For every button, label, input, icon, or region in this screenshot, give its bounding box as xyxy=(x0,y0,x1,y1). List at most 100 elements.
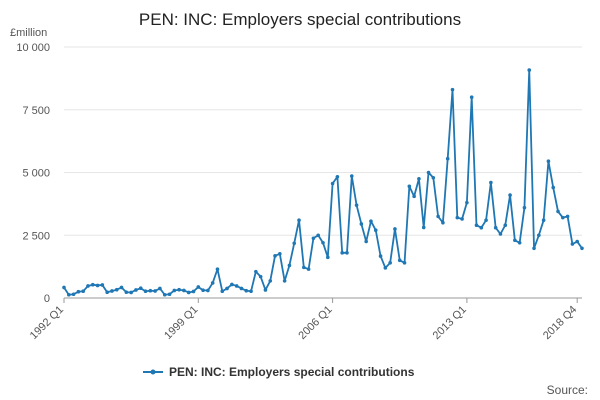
data-point[interactable] xyxy=(508,193,512,197)
data-point[interactable] xyxy=(388,261,392,265)
data-point[interactable] xyxy=(67,292,71,297)
data-point[interactable] xyxy=(306,267,311,271)
data-point[interactable] xyxy=(537,233,541,238)
data-point[interactable] xyxy=(225,286,229,291)
data-point[interactable] xyxy=(282,279,287,283)
data-point[interactable] xyxy=(71,292,76,297)
data-point[interactable] xyxy=(532,246,536,251)
data-point[interactable] xyxy=(302,265,306,270)
data-point[interactable] xyxy=(465,200,469,205)
data-point[interactable] xyxy=(124,290,129,295)
data-point[interactable] xyxy=(321,240,325,245)
data-point[interactable] xyxy=(522,205,527,210)
data-point[interactable] xyxy=(397,258,402,263)
data-point[interactable] xyxy=(441,220,445,225)
data-point[interactable] xyxy=(254,269,258,274)
data-point[interactable] xyxy=(95,283,100,288)
data-point[interactable] xyxy=(292,241,297,246)
data-point[interactable] xyxy=(134,288,138,292)
data-point[interactable] xyxy=(412,194,416,199)
data-point[interactable] xyxy=(551,185,556,190)
data-point[interactable] xyxy=(316,233,321,238)
data-point[interactable] xyxy=(244,288,249,293)
data-point[interactable] xyxy=(258,274,263,279)
data-point[interactable] xyxy=(431,175,436,180)
data-point[interactable] xyxy=(129,290,133,295)
data-point[interactable] xyxy=(230,282,234,287)
data-point[interactable] xyxy=(565,214,570,219)
data-point[interactable] xyxy=(177,287,181,292)
data-point[interactable] xyxy=(158,286,162,291)
data-point[interactable] xyxy=(513,238,517,243)
data-point[interactable] xyxy=(297,218,301,222)
data-point[interactable] xyxy=(364,239,368,244)
data-point[interactable] xyxy=(143,289,148,294)
data-point[interactable] xyxy=(450,87,455,92)
data-point[interactable] xyxy=(263,288,268,292)
data-point[interactable] xyxy=(90,282,95,287)
data-point[interactable] xyxy=(249,289,253,294)
data-point[interactable] xyxy=(402,261,407,265)
data-point[interactable] xyxy=(273,254,277,258)
data-point[interactable] xyxy=(81,289,85,294)
data-point[interactable] xyxy=(138,286,143,291)
data-point[interactable] xyxy=(503,223,508,228)
data-point[interactable] xyxy=(76,289,81,294)
data-point[interactable] xyxy=(345,251,349,255)
data-point[interactable] xyxy=(417,176,421,181)
data-point[interactable] xyxy=(469,95,474,99)
data-point[interactable] xyxy=(359,222,364,226)
data-point[interactable] xyxy=(278,252,282,256)
data-point[interactable] xyxy=(191,289,196,294)
data-point[interactable] xyxy=(234,284,239,288)
data-point[interactable] xyxy=(484,218,488,222)
data-point[interactable] xyxy=(546,159,551,164)
data-point[interactable] xyxy=(474,223,479,228)
data-point[interactable] xyxy=(206,288,210,293)
data-point[interactable] xyxy=(349,174,354,178)
data-point[interactable] xyxy=(311,236,316,241)
data-point[interactable] xyxy=(86,284,90,288)
legend[interactable]: PEN: INC: Employers special contribution… xyxy=(143,365,415,379)
data-point[interactable] xyxy=(393,227,397,231)
data-point[interactable] xyxy=(561,215,565,220)
data-point[interactable] xyxy=(436,214,440,219)
data-point[interactable] xyxy=(479,225,484,230)
data-point[interactable] xyxy=(493,225,498,230)
data-point[interactable] xyxy=(369,219,373,223)
data-point[interactable] xyxy=(460,217,464,221)
data-point[interactable] xyxy=(421,225,426,230)
data-point[interactable] xyxy=(186,290,191,295)
data-point[interactable] xyxy=(517,240,522,245)
data-point[interactable] xyxy=(287,263,292,268)
data-point[interactable] xyxy=(340,251,344,255)
data-point[interactable] xyxy=(445,156,450,161)
data-point[interactable] xyxy=(239,286,244,291)
data-point[interactable] xyxy=(407,184,412,189)
data-point[interactable] xyxy=(378,254,383,258)
data-point[interactable] xyxy=(162,292,167,297)
data-point[interactable] xyxy=(110,289,114,293)
data-point[interactable] xyxy=(383,266,388,270)
data-point[interactable] xyxy=(570,242,575,246)
data-point[interactable] xyxy=(373,228,378,233)
data-point[interactable] xyxy=(100,283,105,287)
data-point[interactable] xyxy=(268,279,273,283)
data-point[interactable] xyxy=(575,239,579,244)
data-point[interactable] xyxy=(182,288,186,293)
data-point[interactable] xyxy=(498,232,503,236)
data-point[interactable] xyxy=(326,255,330,260)
data-point[interactable] xyxy=(527,68,532,72)
data-point[interactable] xyxy=(220,289,225,294)
data-point[interactable] xyxy=(580,246,584,251)
data-point[interactable] xyxy=(330,181,335,186)
data-point[interactable] xyxy=(455,215,460,220)
data-point[interactable] xyxy=(354,203,359,207)
data-point[interactable] xyxy=(153,289,157,293)
data-point[interactable] xyxy=(172,288,177,293)
data-point[interactable] xyxy=(210,281,215,285)
data-point[interactable] xyxy=(489,180,493,185)
data-point[interactable] xyxy=(215,267,220,271)
data-point[interactable] xyxy=(167,292,172,297)
data-point[interactable] xyxy=(335,174,340,179)
